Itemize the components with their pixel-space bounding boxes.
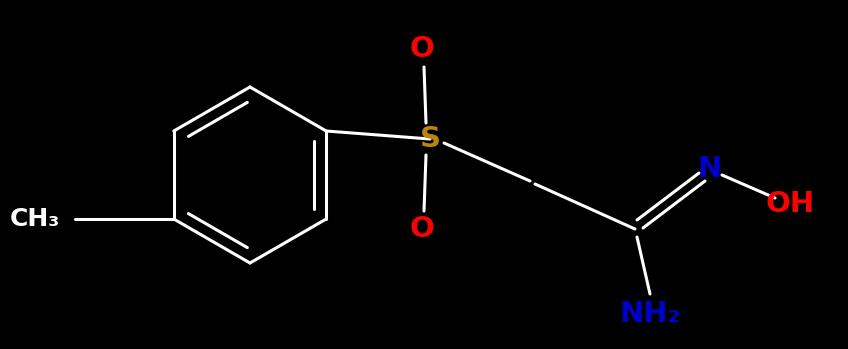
Text: S: S	[420, 125, 440, 153]
Text: N: N	[698, 155, 722, 183]
Text: CH₃: CH₃	[9, 207, 60, 231]
Text: O: O	[410, 35, 434, 63]
Text: NH₂: NH₂	[619, 300, 681, 328]
Text: OH: OH	[766, 190, 815, 218]
Text: O: O	[410, 215, 434, 243]
